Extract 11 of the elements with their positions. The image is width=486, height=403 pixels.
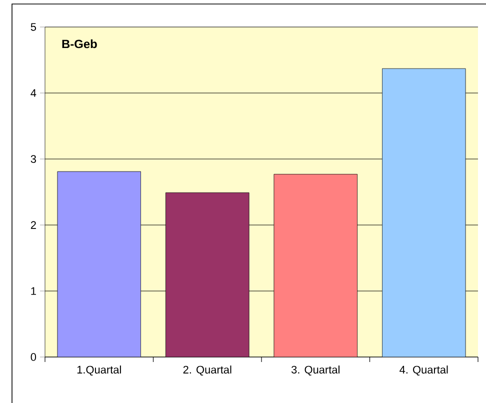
x-tick-label: 4. Quartal: [400, 366, 448, 376]
y-tick-label: 1: [31, 287, 36, 295]
text: B-Geb: [62, 39, 97, 48]
x-tick-label: 1.Quartal: [77, 366, 121, 376]
y-tick-label: 3: [30, 155, 36, 163]
y-tick-label: 5: [30, 23, 36, 31]
x-tick-label: 3. Quartal: [291, 366, 340, 376]
x-tick-label: 2. Quartal: [183, 366, 232, 376]
y-tick-label: 0: [30, 353, 36, 361]
y-tick-label: 2: [30, 221, 36, 229]
y-tick-label: 4: [30, 89, 36, 97]
